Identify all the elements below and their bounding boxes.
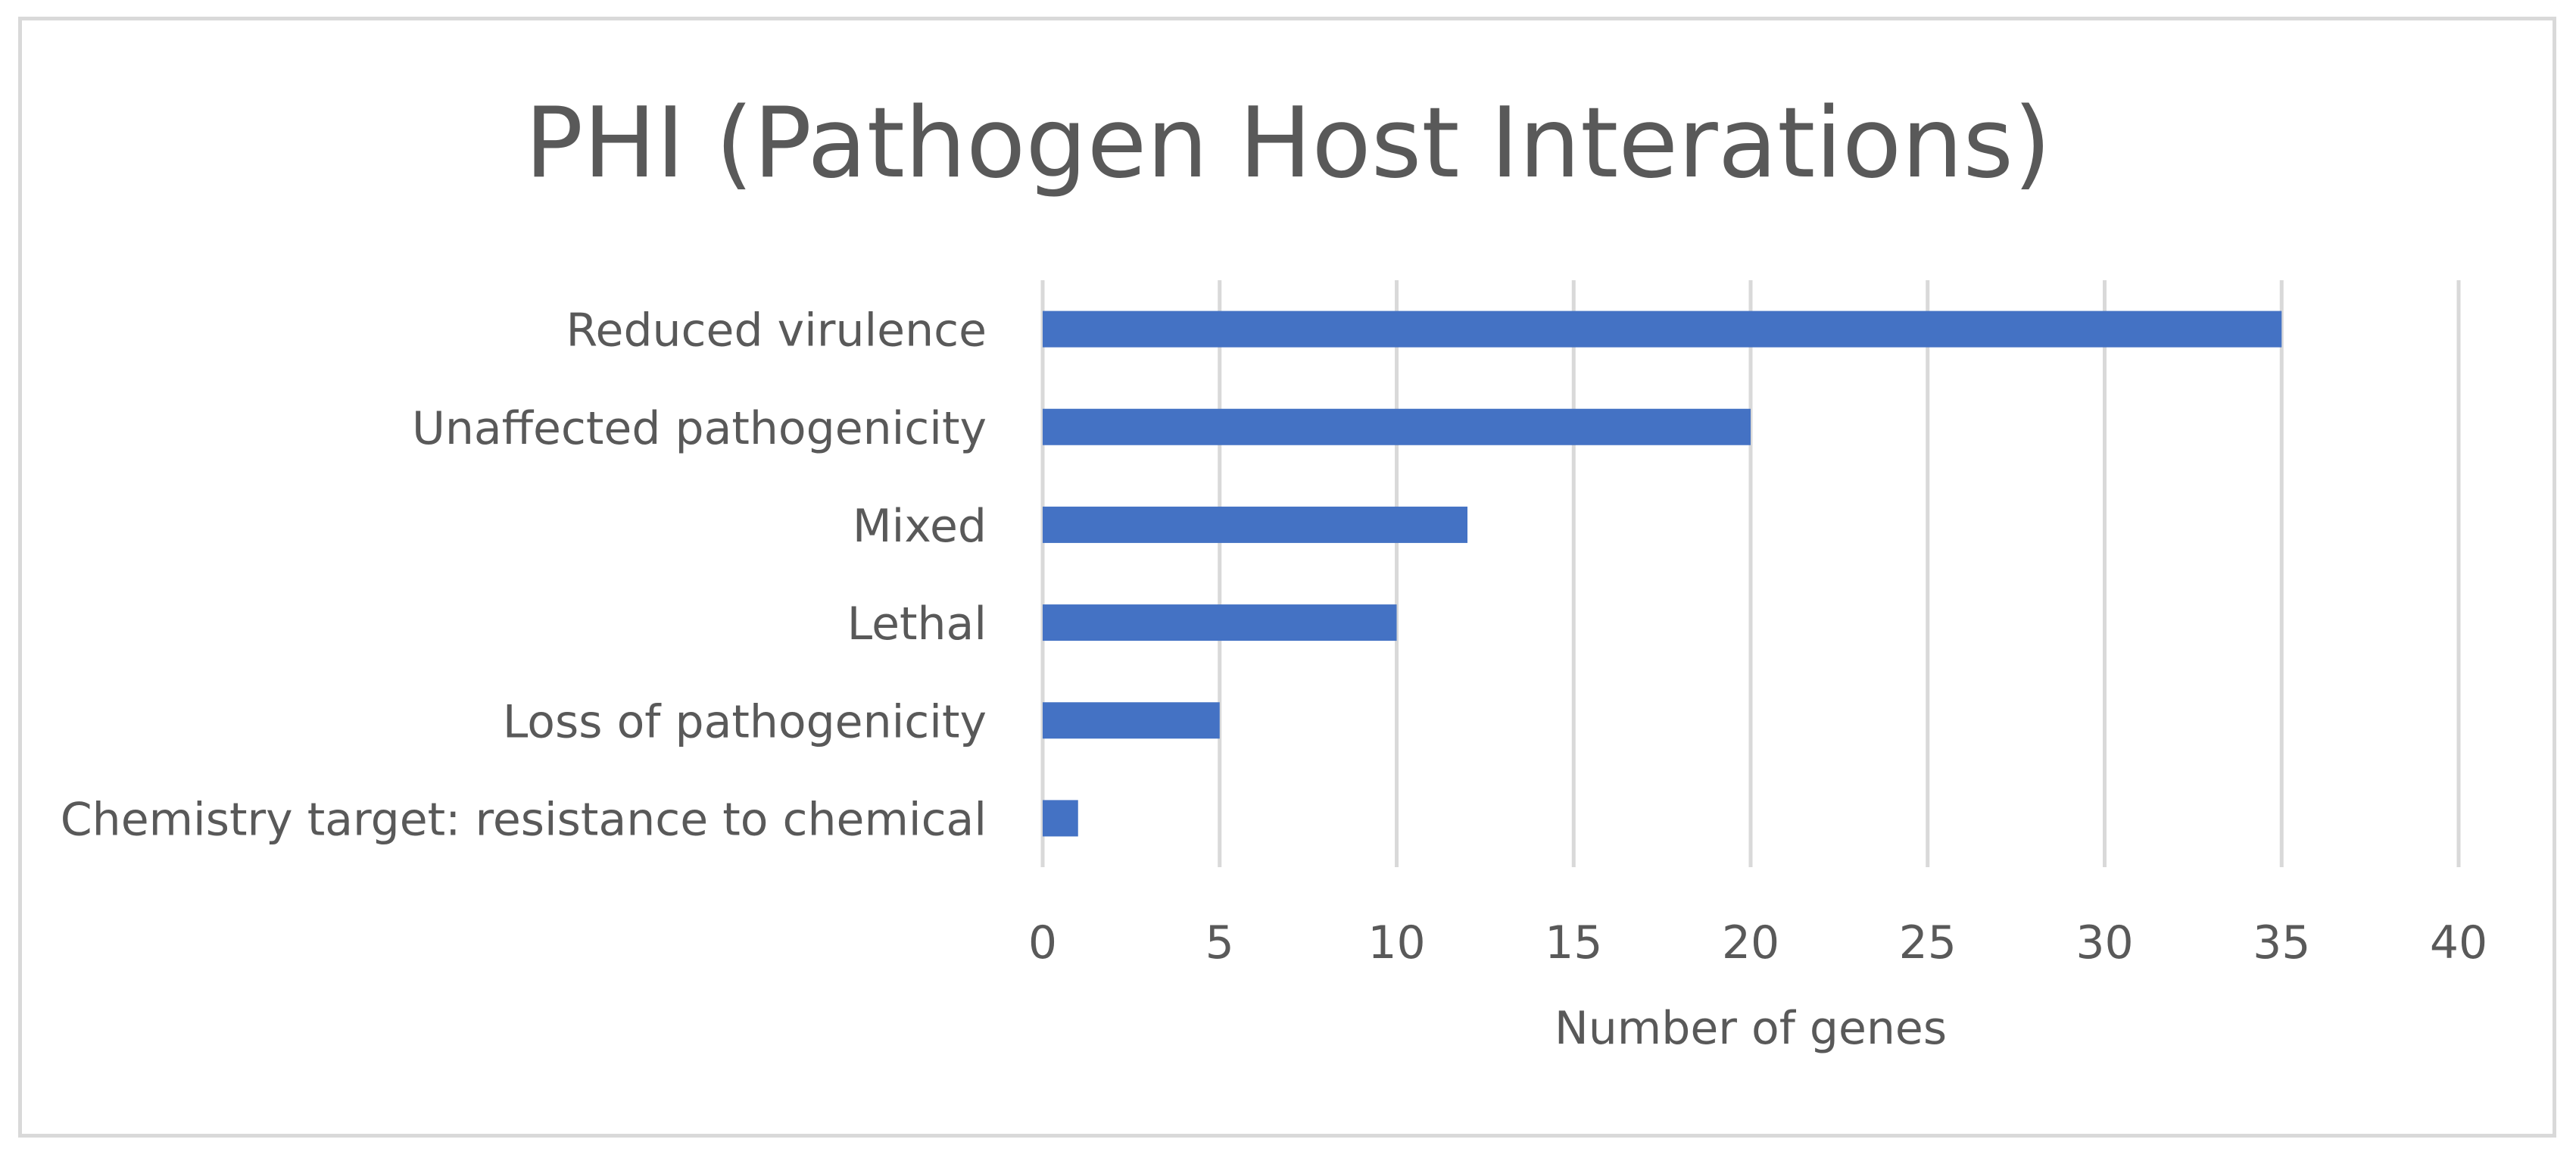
bar [1043,311,2282,348]
bar [1043,506,1467,543]
x-tick-label: 20 [1722,916,1779,969]
category-label: Reduced virulence [566,304,987,357]
bar [1043,604,1397,641]
bar [1043,800,1078,837]
bars [1043,311,2282,837]
gridlines [1040,280,2461,867]
category-label: Chemistry target: resistance to chemical [61,793,987,846]
x-tick-label: 15 [1545,916,1602,969]
category-label: Mixed [853,500,987,553]
x-tick-label: 0 [1028,916,1057,969]
x-tick-label: 35 [2253,916,2310,969]
category-label: Lethal [847,598,987,651]
x-tick-label: 5 [1205,916,1234,969]
x-tick-label: 30 [2075,916,2133,969]
bar [1043,702,1220,739]
x-tick-label: 40 [2430,916,2487,969]
x-axis-title: Number of genes [1555,1002,1947,1055]
category-label: Loss of pathogenicity [503,695,987,748]
category-label: Unaffected pathogenicity [412,402,987,455]
chart-frame [18,17,2556,1138]
bar [1043,408,1751,445]
x-tick-label: 10 [1368,916,1425,969]
chart-title: PHI (Pathogen Host Interations) [525,87,2051,200]
x-tick-label: 25 [1899,916,1957,969]
x-tick-labels: 0 5 10 15 20 25 30 35 40 [1028,916,2487,969]
category-labels: Reduced virulence Unaffected pathogenicit… [61,304,987,847]
